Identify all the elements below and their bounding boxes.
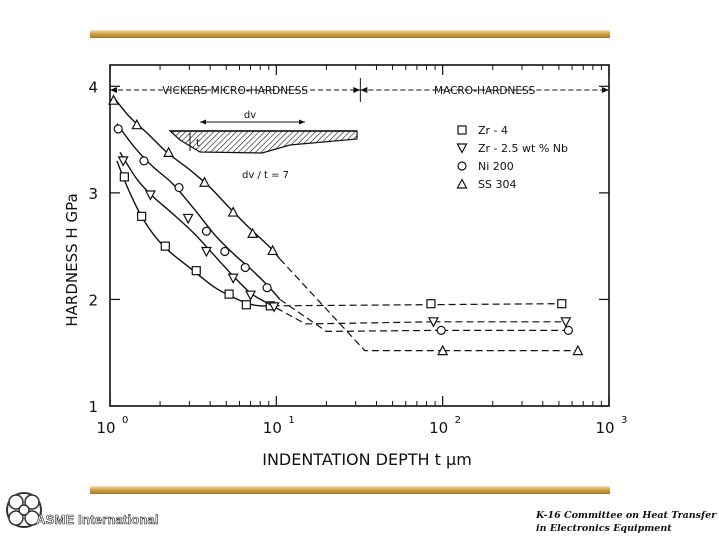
- data-point: [427, 317, 439, 328]
- legend-label: Zr - 2.5 wt % Nb: [478, 142, 568, 155]
- y-axis-label: HARDNESS H GPa: [63, 193, 81, 326]
- data-point: [131, 118, 143, 130]
- region-arrowhead-0-end: [353, 87, 361, 93]
- axis-ticks: [109, 65, 610, 407]
- y-tick-label: 4: [88, 78, 98, 96]
- legend-label: Zr - 4: [478, 124, 508, 137]
- data-point: [108, 94, 120, 105]
- data-point: [144, 190, 156, 201]
- data-point: [224, 289, 234, 299]
- series-dashed-line: [276, 307, 434, 325]
- legend: Zr - 4 Zr - 2.5 wt % Nb Ni 200 SS 304: [456, 124, 568, 191]
- x-tick-exponent: 3: [621, 415, 627, 426]
- data-point: [436, 325, 446, 335]
- data-point: [182, 213, 194, 225]
- region-arrowhead-1-start: [360, 87, 368, 93]
- data-point: [426, 299, 436, 309]
- asme-logo-icon: [6, 492, 42, 528]
- series-dashed-line: [272, 303, 559, 307]
- inset-indent-shape: [168, 130, 358, 154]
- x-tick-label: 10: [96, 419, 115, 437]
- plot-frame: [109, 64, 610, 407]
- x-axis-label: INDENTATION DEPTH t μm: [262, 450, 472, 469]
- data-point: [560, 317, 572, 328]
- region-arrowhead-1-end: [602, 87, 609, 93]
- data-point: [117, 156, 129, 167]
- series-curve: [119, 152, 277, 309]
- data-point: [191, 266, 201, 276]
- committee-line-2: in Electronics Equipment: [536, 523, 672, 534]
- region-label-macro: MACRO-HARDNESS: [434, 85, 536, 97]
- bottom-decorative-rule: [90, 486, 610, 494]
- data-point: [227, 206, 239, 217]
- inset-dv-arrowhead-right: [299, 119, 305, 125]
- region-label-background: [158, 84, 313, 98]
- legend-label: Ni 200: [478, 160, 514, 173]
- data-point: [119, 172, 129, 182]
- data-point: [227, 273, 239, 284]
- legend-marker: [457, 161, 467, 171]
- data-point: [200, 246, 212, 258]
- data-point: [201, 226, 212, 236]
- data-point: [267, 244, 279, 256]
- series-dashed-line: [279, 258, 443, 352]
- data-point: [245, 290, 257, 301]
- data-point: [163, 146, 175, 157]
- data-point: [137, 211, 147, 221]
- y-tick-label: 2: [88, 291, 98, 309]
- region-label-background: [430, 84, 540, 98]
- data-point: [220, 246, 230, 257]
- inset-caption: dv / t = 7: [242, 170, 289, 181]
- plot-border: [109, 64, 610, 407]
- region-arrowhead-0-start: [110, 87, 117, 93]
- y-tick-label: 1: [88, 398, 98, 416]
- inset-dv-label: dv: [244, 110, 256, 121]
- data-point: [437, 344, 449, 356]
- organization-name: ASME International: [36, 512, 159, 528]
- y-tick-labels: 1 2 3 4: [88, 78, 98, 416]
- x-tick-exponent: 2: [455, 415, 461, 426]
- inset-t-label: t: [196, 138, 200, 149]
- x-tick-exponent: 1: [288, 415, 294, 426]
- data-point: [113, 124, 123, 134]
- data-point: [262, 283, 272, 293]
- x-tick-exponent: 0: [122, 415, 128, 426]
- legend-label: SS 304: [478, 178, 516, 191]
- legend-marker: [457, 125, 467, 135]
- data-point: [199, 176, 211, 187]
- data-point: [557, 299, 567, 309]
- series-curve: [116, 160, 273, 307]
- legend-marker: [456, 178, 468, 189]
- data-point: [160, 241, 170, 251]
- region-annotations: VICKERS MICRO-HARDNESS MACRO-HARDNESS: [110, 78, 609, 102]
- series-1: [117, 152, 572, 328]
- region-label-vickers: VICKERS MICRO-HARDNESS: [162, 85, 308, 97]
- series-layer: [108, 94, 584, 356]
- data-point: [240, 262, 250, 273]
- legend-marker: [456, 143, 468, 154]
- series-2: [113, 123, 573, 335]
- committee-line-1: K-16 Committee on Heat Transfer: [536, 510, 717, 521]
- data-point: [241, 300, 251, 310]
- x-tick-label: 10: [263, 419, 282, 437]
- data-point: [563, 325, 573, 335]
- top-decorative-rule: [90, 30, 610, 38]
- data-point: [268, 302, 280, 313]
- x-tick-label: 10: [429, 419, 448, 437]
- data-point: [174, 182, 184, 193]
- series-dashed-line: [279, 298, 442, 333]
- y-tick-label: 3: [88, 185, 98, 203]
- series-3: [108, 94, 584, 356]
- data-point: [247, 227, 259, 238]
- data-point: [139, 156, 149, 166]
- x-tick-label: 10: [595, 419, 614, 437]
- data-point: [572, 344, 584, 356]
- x-tick-labels: 10 0 10 1 10 2 10 3: [96, 415, 627, 437]
- indentation-inset: dv t dv / t = 7: [168, 110, 358, 181]
- series-0: [116, 160, 567, 311]
- inset-dv-arrowhead-left: [200, 119, 206, 125]
